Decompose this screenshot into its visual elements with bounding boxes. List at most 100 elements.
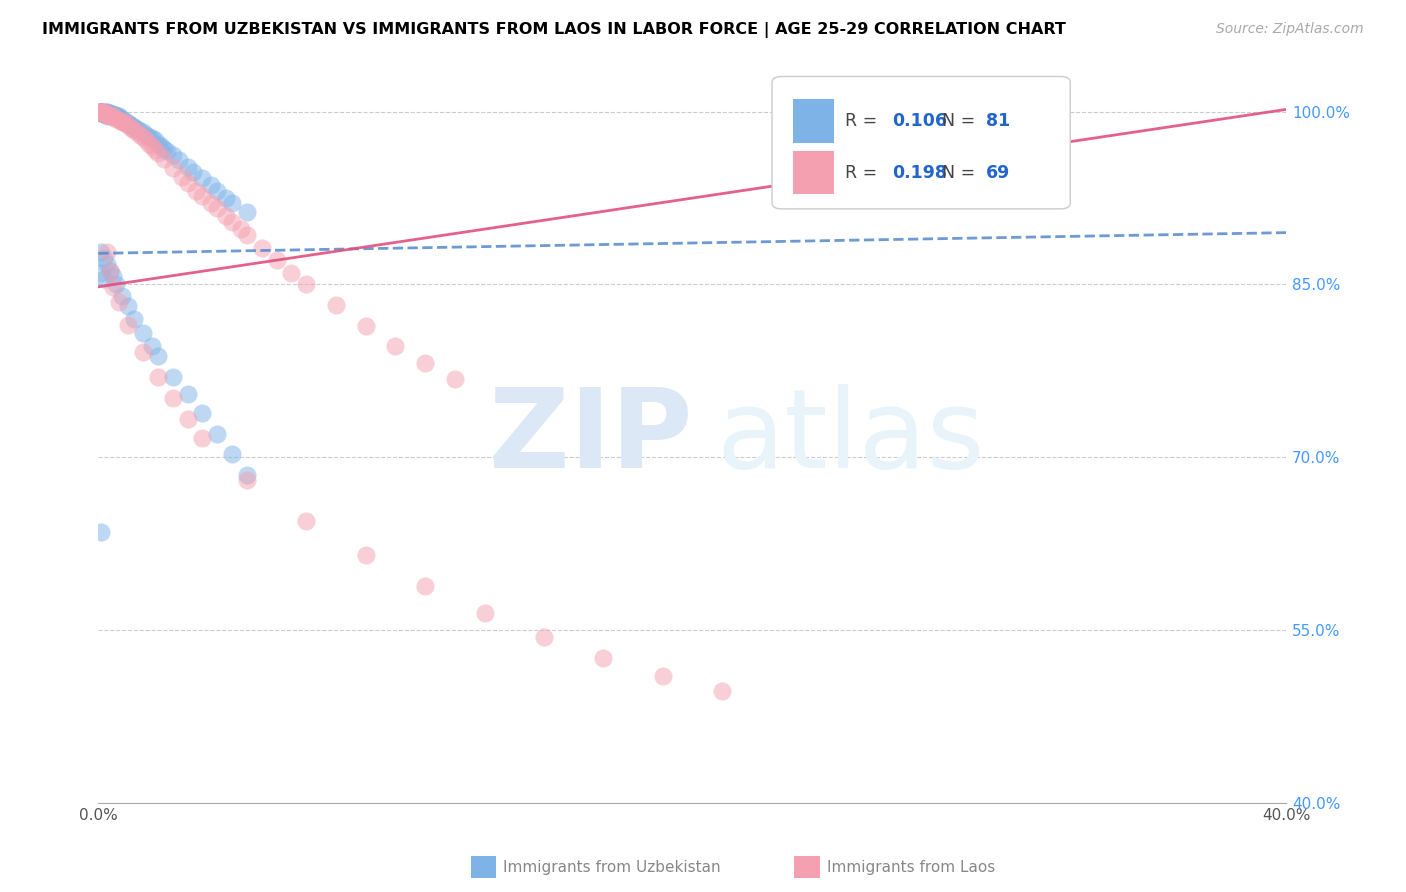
Text: atlas: atlas: [716, 384, 984, 491]
Point: [221, 215, 243, 229]
Point: [413, 356, 436, 370]
Point: [103, 109, 125, 123]
Point: [170, 170, 193, 185]
Point: [93, 105, 115, 120]
Text: 0.198: 0.198: [891, 164, 948, 182]
Point: [176, 412, 198, 426]
Point: [200, 195, 222, 210]
Text: N =: N =: [942, 112, 981, 130]
Point: [96, 257, 118, 271]
Point: [162, 148, 184, 162]
Text: Source: ZipAtlas.com: Source: ZipAtlas.com: [1216, 22, 1364, 37]
Point: [90, 104, 112, 119]
Point: [156, 144, 179, 158]
Point: [413, 579, 436, 593]
Point: [122, 120, 145, 134]
Point: [236, 467, 259, 482]
Point: [135, 133, 157, 147]
Point: [111, 112, 134, 126]
Point: [122, 312, 145, 326]
Point: [186, 184, 208, 198]
Point: [141, 338, 163, 352]
Point: [89, 104, 111, 119]
Point: [176, 176, 198, 190]
Point: [205, 184, 228, 198]
Point: [215, 191, 238, 205]
Point: [105, 277, 128, 292]
Point: [114, 116, 136, 130]
Text: R =: R =: [845, 112, 883, 130]
Point: [96, 104, 118, 119]
Point: [132, 130, 155, 145]
Text: 0.106: 0.106: [891, 112, 948, 130]
Point: [111, 289, 134, 303]
Point: [146, 146, 169, 161]
Point: [90, 104, 112, 119]
Point: [108, 111, 131, 125]
Point: [90, 104, 112, 119]
Point: [93, 251, 115, 265]
Point: [295, 277, 318, 292]
Text: N =: N =: [942, 164, 981, 182]
Point: [236, 473, 259, 487]
Point: [711, 684, 734, 698]
Point: [146, 136, 169, 151]
Point: [146, 369, 169, 384]
Point: [236, 227, 259, 242]
Point: [176, 160, 198, 174]
Point: [325, 298, 347, 312]
Point: [191, 431, 214, 445]
Point: [114, 114, 136, 128]
Point: [167, 153, 190, 167]
Point: [117, 116, 139, 130]
Point: [103, 111, 125, 125]
Point: [90, 104, 112, 119]
Point: [176, 387, 198, 401]
Text: 69: 69: [986, 164, 1010, 182]
Point: [93, 104, 115, 119]
Text: R =: R =: [845, 164, 883, 182]
Text: 81: 81: [986, 112, 1010, 130]
Point: [120, 120, 142, 135]
Point: [250, 241, 273, 255]
Point: [143, 133, 166, 147]
Text: IMMIGRANTS FROM UZBEKISTAN VS IMMIGRANTS FROM LAOS IN LABOR FORCE | AGE 25-29 CO: IMMIGRANTS FROM UZBEKISTAN VS IMMIGRANTS…: [42, 22, 1066, 38]
Point: [98, 108, 121, 122]
Point: [205, 202, 228, 216]
Point: [103, 107, 125, 121]
Point: [105, 108, 128, 122]
Point: [129, 128, 152, 142]
Point: [221, 195, 243, 210]
Point: [90, 266, 112, 280]
Point: [146, 349, 169, 363]
Point: [98, 105, 121, 120]
Point: [141, 131, 163, 145]
Point: [90, 525, 112, 540]
FancyBboxPatch shape: [793, 152, 834, 194]
Point: [103, 279, 125, 293]
Point: [354, 548, 377, 562]
Point: [149, 139, 172, 153]
Point: [125, 122, 148, 136]
Point: [191, 407, 214, 421]
Point: [90, 104, 112, 119]
Point: [138, 130, 160, 145]
Point: [191, 171, 214, 186]
Point: [111, 114, 134, 128]
Point: [162, 392, 184, 406]
Point: [135, 128, 157, 142]
Point: [111, 112, 134, 127]
Point: [152, 142, 174, 156]
Point: [215, 210, 238, 224]
Point: [384, 338, 406, 352]
Point: [96, 108, 118, 122]
Point: [89, 104, 111, 119]
Point: [354, 318, 377, 333]
Point: [108, 294, 131, 309]
Point: [90, 104, 112, 119]
Point: [533, 630, 555, 644]
Point: [592, 650, 614, 665]
Point: [122, 123, 145, 137]
Point: [229, 222, 252, 236]
Point: [103, 269, 125, 284]
